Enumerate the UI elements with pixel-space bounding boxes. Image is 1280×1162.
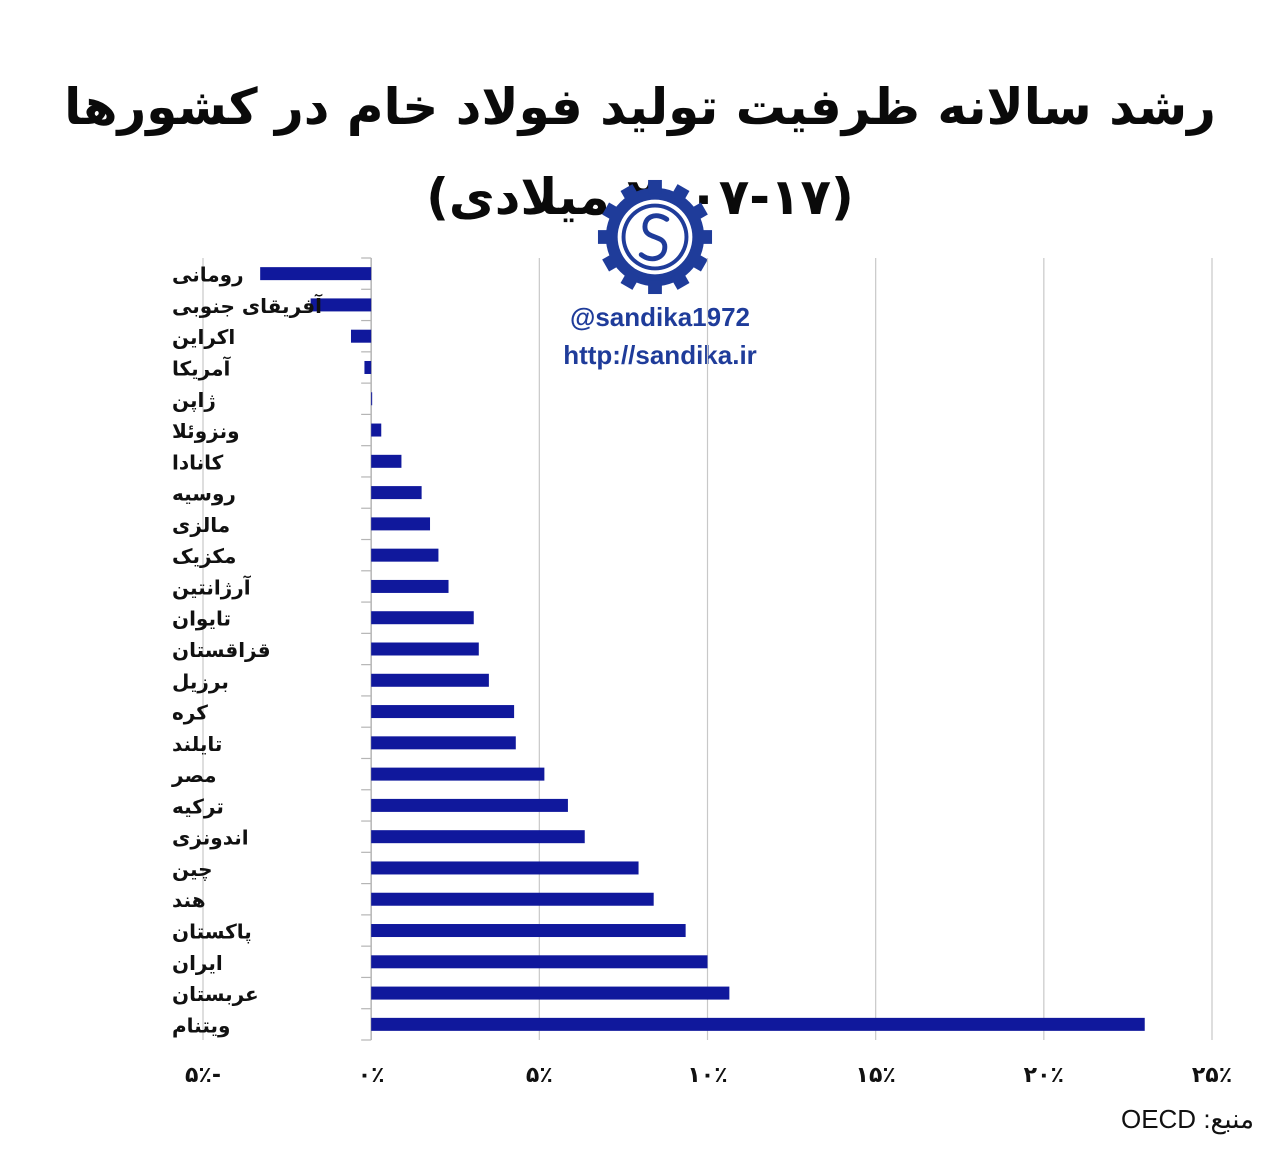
category-label: اکراین bbox=[172, 325, 235, 349]
bars bbox=[260, 267, 1145, 1031]
bar bbox=[371, 548, 439, 562]
category-label: تایوان bbox=[172, 607, 231, 631]
category-label: آمریکا bbox=[172, 355, 231, 380]
category-label: مکزیک bbox=[172, 544, 236, 568]
category-axis bbox=[361, 257, 372, 1041]
category-label: ایران bbox=[172, 951, 223, 975]
bar bbox=[260, 267, 372, 281]
category-labels: رومانی آفریقای جنوبی اکراین آمریکا ژاپن ونزوئ… bbox=[171, 263, 323, 1038]
x-tick-label: ۰٪ bbox=[358, 1063, 385, 1088]
social-handle: @sandika1972 bbox=[569, 302, 751, 332]
bar bbox=[371, 642, 479, 656]
category-label: برزیل bbox=[172, 669, 229, 693]
category-label: رومانی bbox=[172, 263, 244, 287]
bar bbox=[371, 705, 515, 719]
bar bbox=[310, 298, 372, 312]
category-label: پاکستان bbox=[172, 920, 252, 945]
category-label: ویتنام bbox=[172, 1013, 230, 1037]
category-label: چین bbox=[172, 857, 213, 882]
bar bbox=[371, 767, 545, 781]
bar bbox=[350, 329, 372, 343]
bar bbox=[371, 423, 382, 437]
bar bbox=[371, 454, 402, 468]
bar bbox=[371, 986, 730, 1000]
bar bbox=[371, 611, 474, 625]
bar bbox=[371, 924, 686, 938]
bar bbox=[371, 517, 431, 531]
bar bbox=[371, 392, 373, 406]
x-tick-label: ۲۵٪ bbox=[1192, 1063, 1232, 1088]
category-label: مصر bbox=[171, 763, 217, 787]
x-tick-label: ۱۵٪ bbox=[856, 1063, 896, 1088]
website-url[interactable]: http://sandika.ir bbox=[563, 340, 757, 370]
bar bbox=[371, 486, 422, 500]
x-tick-label: ۲۰٪ bbox=[1024, 1063, 1064, 1088]
category-label: ژاپن bbox=[172, 388, 216, 413]
sandika-logo-icon bbox=[597, 179, 713, 295]
bar bbox=[371, 1017, 1145, 1031]
x-tick-labels: -۵٪ ۰٪ ۵٪ ۱۰٪ ۱۵٪ ۲۰٪ ۲۵٪ bbox=[185, 1063, 1232, 1088]
category-label: تایلند bbox=[172, 732, 222, 756]
bar bbox=[371, 892, 654, 906]
category-label: ترکیه bbox=[172, 794, 224, 818]
source-note: منبع: OECD bbox=[1120, 1104, 1254, 1134]
x-tick-label: ۵٪ bbox=[526, 1063, 553, 1088]
gridlines bbox=[202, 258, 1213, 1040]
category-label: اندونزی bbox=[172, 826, 249, 850]
bar bbox=[371, 798, 568, 812]
bar bbox=[371, 861, 639, 875]
category-label: آرژانتین bbox=[172, 574, 252, 599]
category-label: مالزی bbox=[172, 513, 230, 537]
chart-title: رشد سالانه ظرفیت تولید فولاد خام در کشور… bbox=[64, 78, 1217, 226]
bar bbox=[371, 955, 708, 969]
category-label: کانادا bbox=[172, 450, 224, 474]
x-tick-label: -۵٪ bbox=[185, 1063, 221, 1088]
bar bbox=[371, 673, 489, 687]
category-label: هند bbox=[172, 888, 206, 912]
category-label: ونزوئلا bbox=[172, 419, 240, 443]
bar bbox=[371, 736, 516, 750]
category-label: آفریقای جنوبی bbox=[172, 293, 323, 318]
bar bbox=[364, 360, 372, 374]
bar bbox=[371, 830, 585, 844]
category-label: روسیه bbox=[172, 482, 236, 506]
category-label: کره bbox=[172, 701, 208, 725]
category-label: عربستان bbox=[172, 982, 259, 1006]
x-tick-label: ۱۰٪ bbox=[687, 1063, 727, 1088]
category-label: قزاقستان bbox=[172, 638, 271, 662]
bar bbox=[371, 579, 449, 593]
